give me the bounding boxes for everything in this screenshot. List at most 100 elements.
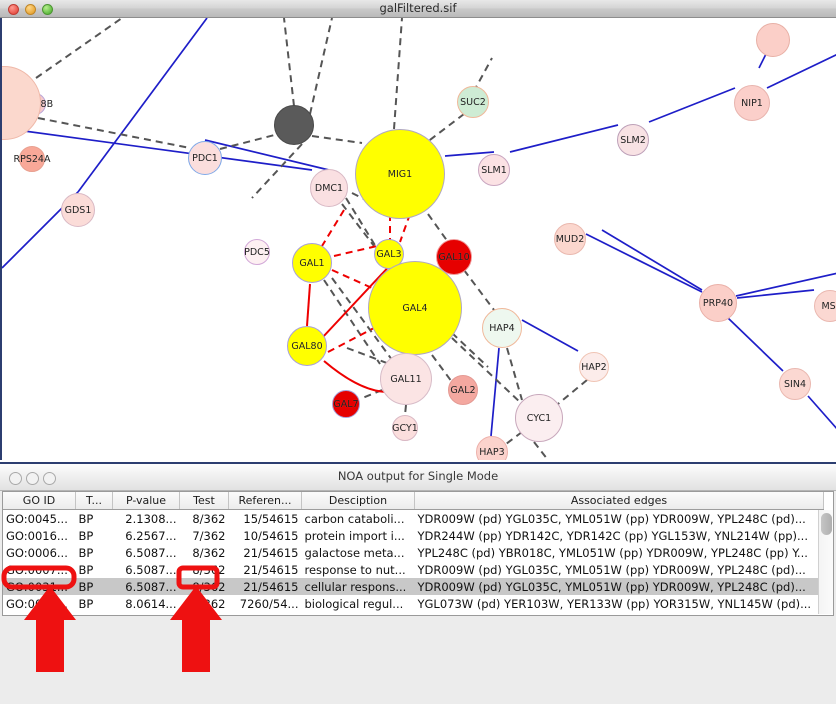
node-label: DMC1	[314, 182, 344, 194]
node-label: CYC1	[526, 412, 552, 424]
network-node-gal80[interactable]: GAL80	[287, 326, 327, 366]
cell-reference: 21/54615	[228, 578, 302, 595]
results-table-container[interactable]: GO ID T... P-value Test Referen... Desci…	[2, 491, 834, 616]
node-label: HAP4	[489, 322, 515, 334]
cell-go-id: GO:0065...	[6, 596, 68, 611]
network-node-gds1[interactable]: GDS1	[61, 193, 95, 227]
cell-go-id: GO:0007...	[6, 562, 68, 577]
cell-associated-edges: YGL073W (pd) YER103W, YER133W (pp) YOR31…	[417, 596, 812, 611]
table-row[interactable]: GO:0065... BP 8.0614... 94/362 7260/54... bio…	[3, 595, 824, 612]
cell-description: response to nut...	[302, 612, 415, 616]
window-title: galFiltered.sif	[379, 1, 457, 15]
cell-reference: 10/54615	[243, 528, 299, 543]
node-label: MSI	[821, 300, 836, 312]
node-label: HAP2	[581, 361, 607, 373]
minimize-button[interactable]	[25, 4, 36, 15]
network-node-gal4[interactable]: GAL4	[368, 261, 462, 355]
cell-type: BP	[78, 596, 94, 611]
table-row[interactable]: GO:0031... BP 6.5087... 8/362 21/54615 cellul…	[3, 578, 824, 595]
network-node-rps24a[interactable]: RPS24A	[14, 146, 50, 172]
network-node-gal10[interactable]: GAL10	[436, 239, 472, 275]
cell-go-id: GO:0006...	[6, 545, 68, 560]
table-vertical-scrollbar[interactable]	[818, 510, 833, 614]
cell-description: biological regul...	[304, 596, 404, 611]
table-header-row: GO ID T... P-value Test Referen... Desci…	[3, 492, 824, 510]
column-header-reference[interactable]: Referen...	[228, 492, 302, 510]
cell-p-value: 6.5087...	[125, 545, 177, 560]
column-header-go-id[interactable]: GO ID	[3, 492, 76, 510]
network-node-pdc1[interactable]: PDC1	[188, 141, 222, 175]
network-node-mig1[interactable]: MIG1	[355, 129, 445, 219]
cell-associated-edges: YDR009W (pd) YGL035C, YML051W (pp) YDR00…	[414, 578, 824, 595]
cell-test: 8/362	[192, 562, 226, 577]
node-label: HAP3	[479, 446, 505, 458]
cell-test: 8/362	[179, 578, 229, 595]
node-label: SLM2	[620, 134, 646, 146]
node-label: GAL2	[450, 384, 476, 396]
node-label: SLM1	[481, 164, 507, 176]
cell-p-value: 2.1308...	[125, 511, 177, 526]
network-canvas[interactable]: RPL18BRPS24AGDS1PDC1PDC5SUC2MIG1SLM1SLM2…	[0, 18, 836, 460]
noa-zoom-button[interactable]	[43, 472, 56, 485]
close-button[interactable]	[8, 4, 19, 15]
table-row[interactable]: GO:0016... BP 6.2567... 7/362 10/54615 protei…	[3, 527, 824, 544]
network-node-slm2[interactable]: SLM2	[617, 124, 649, 156]
cell-go-id: GO:0031...	[3, 612, 76, 616]
cell-type: BP	[78, 528, 94, 543]
noa-minimize-button[interactable]	[26, 472, 39, 485]
network-node-dmc1[interactable]: DMC1	[310, 169, 348, 207]
cell-description: cellular respons...	[301, 578, 415, 595]
network-node-hap2[interactable]: HAP2	[579, 352, 609, 382]
red-dashed-edges	[321, 209, 411, 353]
network-node-gal2[interactable]: GAL2	[448, 375, 478, 405]
cell-p-value: 6.2567...	[125, 528, 177, 543]
network-node-gal11[interactable]: GAL11	[380, 353, 432, 405]
column-header-associated-edges[interactable]: Associated edges	[414, 492, 824, 510]
table-row[interactable]: GO:0045... BP 2.1308... 8/362 15/54615 carbon…	[3, 510, 824, 528]
network-node-slm1[interactable]: SLM1	[478, 154, 510, 186]
node-label: MIG1	[387, 168, 413, 180]
node-label: MUD2	[555, 233, 585, 245]
column-header-type[interactable]: T...	[75, 492, 113, 510]
network-node-dark[interactable]	[274, 105, 314, 145]
table-scrollbar-thumb[interactable]	[821, 513, 832, 535]
column-header-description[interactable]: Desciption	[301, 492, 415, 510]
network-node-suc2[interactable]: SUC2	[457, 86, 489, 118]
results-table-body: GO:0045... BP 2.1308... 8/362 15/54615 carbon…	[3, 510, 824, 616]
network-node-hap3[interactable]: HAP3	[476, 436, 508, 460]
noa-close-button[interactable]	[9, 472, 22, 485]
column-header-test[interactable]: Test	[179, 492, 229, 510]
network-node-mud2[interactable]: MUD2	[554, 223, 586, 255]
network-node-gcy1[interactable]: GCY1	[392, 415, 418, 441]
network-node-gal7[interactable]: GAL7	[332, 390, 360, 418]
cell-associated-edges: YDR244W (pp) YDR142C, YDR142C (pp) YGL15…	[417, 528, 809, 543]
cell-reference: 105/546...	[229, 612, 302, 616]
network-node-hap4[interactable]: HAP4	[482, 308, 522, 348]
column-header-p-value[interactable]: P-value	[112, 492, 180, 510]
network-node-topnode[interactable]	[756, 23, 790, 57]
table-row[interactable]: GO:0031...BP1.3324...11/362105/546...res…	[3, 612, 824, 616]
node-label: GAL1	[299, 257, 325, 269]
network-node-prp40[interactable]: PRP40	[699, 284, 737, 322]
network-node-pdc5[interactable]: PDC5	[244, 239, 270, 265]
cell-reference: 15/54615	[243, 511, 299, 526]
dashed-gray-edges	[35, 18, 588, 460]
node-label: PDC5	[244, 246, 270, 258]
cell-associated-edges: YPL248C (pd) YBR018C, YML051W (pp) YDR00…	[417, 545, 808, 560]
network-node-nip1[interactable]: NIP1	[734, 85, 770, 121]
network-node-sin4[interactable]: SIN4	[779, 368, 811, 400]
node-label: SUC2	[460, 96, 486, 108]
node-label: SIN4	[784, 378, 806, 390]
node-label: NIP1	[741, 97, 763, 109]
network-node-gal1[interactable]: GAL1	[292, 243, 332, 283]
cell-type: BP	[76, 612, 113, 616]
network-node-cyc1[interactable]: CYC1	[515, 394, 563, 442]
cell-test: 11/362	[180, 612, 229, 616]
cell-associated-edges: YDR009W (pd) YGL035C, YML051W (pp) YDR00…	[417, 511, 806, 526]
table-row[interactable]: GO:0007... BP 6.5087... 8/362 21/54615 respon…	[3, 561, 824, 578]
table-row[interactable]: GO:0006... BP 6.5087... 8/362 21/54615 galact…	[3, 544, 824, 561]
node-label: GAL7	[333, 398, 359, 410]
cell-test: 8/362	[192, 545, 226, 560]
cell-go-id: GO:0045...	[6, 511, 68, 526]
zoom-button[interactable]	[42, 4, 53, 15]
